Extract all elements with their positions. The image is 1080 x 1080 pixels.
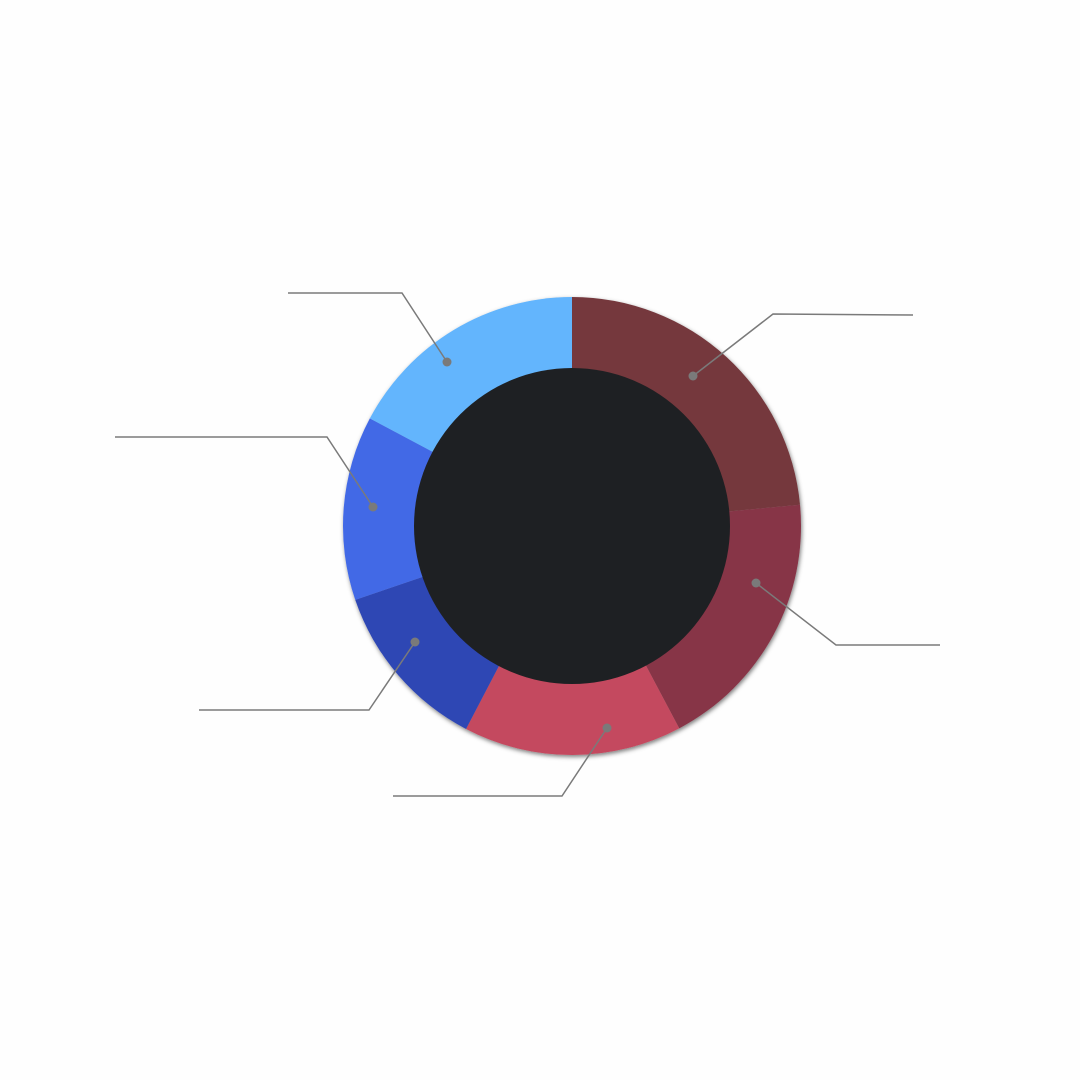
leader-line bbox=[755, 582, 940, 646]
leader-line bbox=[199, 641, 416, 711]
leader-dot bbox=[368, 502, 378, 512]
leader-lines bbox=[115, 292, 940, 797]
leader-dot bbox=[751, 578, 761, 588]
leader-line bbox=[288, 292, 448, 363]
leader-line bbox=[393, 727, 608, 797]
donut-hole bbox=[414, 368, 730, 684]
leader-line bbox=[692, 313, 914, 377]
leader-dot bbox=[410, 637, 420, 647]
leader-line bbox=[115, 436, 374, 508]
leader-dot bbox=[688, 371, 698, 381]
leader-dot bbox=[442, 357, 452, 367]
leader-dot bbox=[602, 723, 612, 733]
